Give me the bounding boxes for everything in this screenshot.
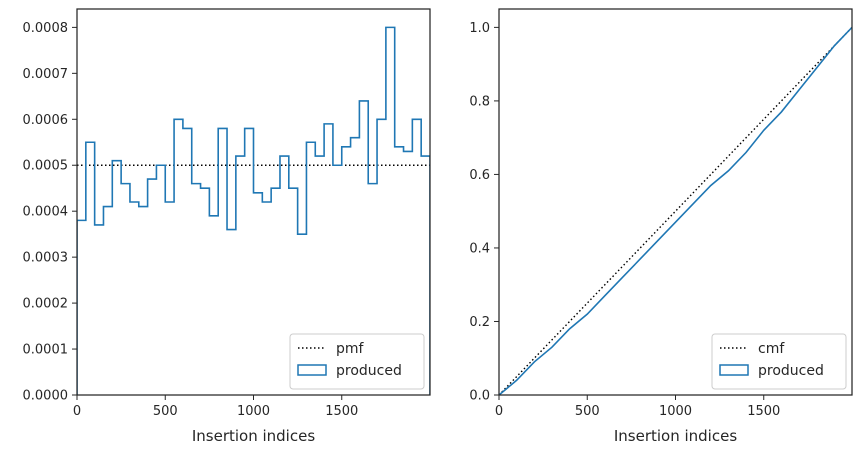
y-tick-label: 0.4 — [469, 241, 490, 256]
y-tick-label: 0.0004 — [23, 205, 69, 220]
y-tick-label: 0.0008 — [23, 21, 69, 36]
left-panel-pmf: 0 500 1000 1500 0.0000 0.0001 0.0002 0.0003 0.00… — [23, 8, 431, 445]
plot-area — [77, 26, 430, 395]
series-cmf-line — [499, 26, 852, 395]
y-tick-label: 0.2 — [469, 315, 490, 330]
legend: cmf produced — [711, 333, 847, 390]
y-tick-label: 0.0000 — [23, 389, 69, 404]
y-tick-label: 0.8 — [469, 94, 490, 109]
x-tick-label: 1000 — [659, 404, 692, 419]
y-tick-label: 0.0 — [469, 389, 490, 404]
legend-label-produced: produced — [336, 363, 402, 379]
y-tick-label: 0.0001 — [23, 343, 69, 358]
x-tick-label: 0 — [495, 404, 503, 419]
plot-area — [499, 26, 852, 395]
series-produced-line — [77, 26, 430, 395]
y-tick-label: 0.0007 — [23, 67, 69, 82]
x-axis-label: Insertion indices — [192, 427, 315, 445]
y-tick-label: 0.0005 — [23, 159, 69, 174]
x-tick-label: 1500 — [325, 404, 358, 419]
x-tick-label: 500 — [153, 404, 178, 419]
right-panel-cmf: 0 500 1000 1500 0.0 0.2 0.4 0.6 0.8 1.0 Insertion … — [469, 8, 853, 445]
legend: pmf produced — [289, 333, 425, 390]
y-tick-label: 0.0002 — [23, 297, 69, 312]
legend-label-pmf: pmf — [336, 341, 365, 357]
y-tick-label: 1.0 — [469, 21, 490, 36]
legend-label-produced: produced — [758, 363, 824, 379]
y-tick-label: 0.0003 — [23, 251, 69, 266]
x-tick-label: 0 — [73, 404, 81, 419]
x-tick-label: 1500 — [747, 404, 780, 419]
legend-label-cmf: cmf — [758, 341, 785, 357]
y-tick-label: 0.6 — [469, 168, 490, 183]
x-tick-label: 500 — [575, 404, 600, 419]
series-produced-line — [499, 26, 852, 395]
y-tick-label: 0.0006 — [23, 113, 69, 128]
x-tick-label: 1000 — [237, 404, 270, 419]
legend-swatch-produced — [297, 364, 327, 376]
x-axis-label: Insertion indices — [614, 427, 737, 445]
legend-swatch-produced — [719, 364, 749, 376]
